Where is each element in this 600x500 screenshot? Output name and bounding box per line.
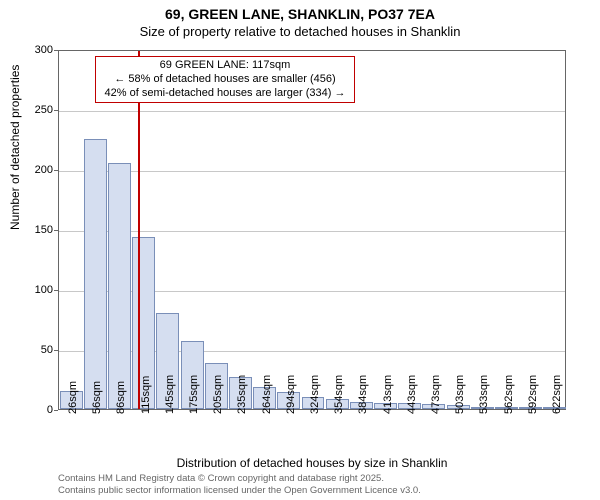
y-tick-label: 150	[13, 224, 53, 236]
footer-attribution: Contains HM Land Registry data © Crown c…	[58, 473, 421, 496]
y-tick-label: 250	[13, 104, 53, 116]
y-axis-label: Number of detached properties	[8, 65, 22, 230]
y-tick-label: 200	[13, 164, 53, 176]
annotation-box: 69 GREEN LANE: 117sqm ← 58% of detached …	[95, 56, 355, 103]
y-tick-label: 0	[13, 404, 53, 416]
chart-plot-area	[58, 50, 566, 410]
chart-title-block: 69, GREEN LANE, SHANKLIN, PO37 7EA Size …	[0, 0, 600, 39]
x-axis-label: Distribution of detached houses by size …	[58, 456, 566, 470]
y-tick-mark	[54, 290, 58, 291]
y-tick-mark	[54, 170, 58, 171]
histogram-bars	[59, 51, 565, 409]
histogram-bar	[84, 139, 107, 409]
title-line1: 69, GREEN LANE, SHANKLIN, PO37 7EA	[0, 6, 600, 22]
y-tick-mark	[54, 50, 58, 51]
footer-line1: Contains HM Land Registry data © Crown c…	[58, 473, 421, 484]
y-tick-mark	[54, 410, 58, 411]
histogram-bar	[108, 163, 131, 409]
title-line2: Size of property relative to detached ho…	[0, 24, 600, 39]
annotation-line3: 42% of semi-detached houses are larger (…	[102, 87, 348, 101]
y-tick-mark	[54, 110, 58, 111]
y-tick-label: 300	[13, 44, 53, 56]
y-tick-label: 50	[13, 344, 53, 356]
footer-line2: Contains public sector information licen…	[58, 485, 421, 496]
annotation-line2: ← 58% of detached houses are smaller (45…	[102, 73, 348, 87]
annotation-line1: 69 GREEN LANE: 117sqm	[102, 59, 348, 73]
y-tick-label: 100	[13, 284, 53, 296]
y-tick-mark	[54, 350, 58, 351]
marker-line	[138, 51, 140, 409]
y-tick-mark	[54, 230, 58, 231]
